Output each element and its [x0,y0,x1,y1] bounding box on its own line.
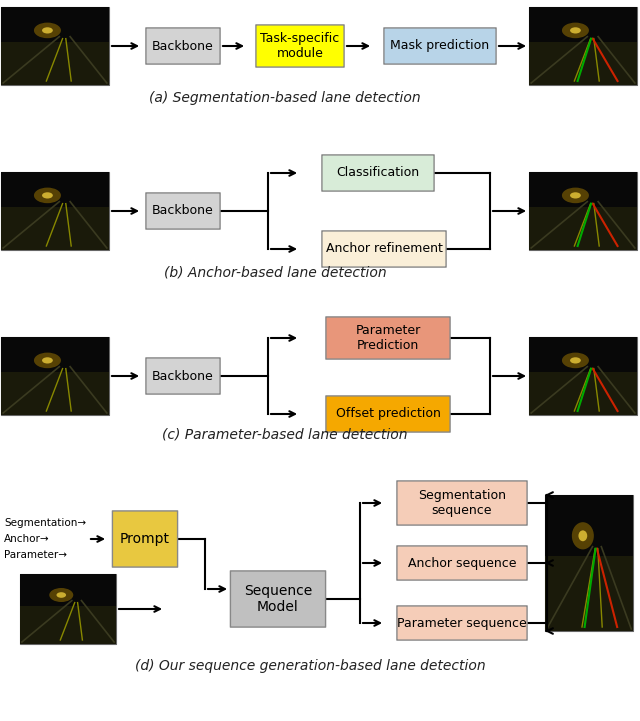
Text: Parameter→: Parameter→ [4,550,67,560]
Text: (d) Our sequence generation-based lane detection: (d) Our sequence generation-based lane d… [134,659,485,673]
FancyBboxPatch shape [326,396,450,432]
Ellipse shape [579,531,588,541]
FancyBboxPatch shape [397,606,527,640]
FancyBboxPatch shape [397,481,527,525]
FancyBboxPatch shape [529,7,637,85]
Text: Backbone: Backbone [152,369,214,383]
FancyBboxPatch shape [322,231,446,267]
FancyBboxPatch shape [529,337,637,415]
Text: Sequence
Model: Sequence Model [244,584,312,614]
Text: Segmentation→: Segmentation→ [4,518,86,528]
Text: Anchor→: Anchor→ [4,534,50,544]
Ellipse shape [570,193,581,198]
FancyBboxPatch shape [1,7,109,46]
Text: (b) Anchor-based lane detection: (b) Anchor-based lane detection [164,266,387,280]
Text: Offset prediction: Offset prediction [335,407,440,420]
FancyBboxPatch shape [230,571,326,627]
Text: Mask prediction: Mask prediction [390,40,490,53]
Ellipse shape [570,27,581,33]
Text: Classification: Classification [337,167,420,180]
FancyBboxPatch shape [146,193,220,229]
FancyBboxPatch shape [529,172,637,250]
FancyBboxPatch shape [545,495,633,631]
Text: Task-specific
module: Task-specific module [260,32,340,60]
FancyBboxPatch shape [1,7,109,85]
FancyBboxPatch shape [20,606,116,644]
FancyBboxPatch shape [1,172,109,211]
Ellipse shape [42,358,53,363]
Ellipse shape [34,353,61,368]
Text: Backbone: Backbone [152,40,214,53]
Text: Backbone: Backbone [152,205,214,218]
FancyBboxPatch shape [529,372,637,415]
Text: (c) Parameter-based lane detection: (c) Parameter-based lane detection [163,427,408,441]
Ellipse shape [572,522,594,549]
Text: Parameter sequence: Parameter sequence [397,616,527,629]
Ellipse shape [56,592,66,598]
FancyBboxPatch shape [1,207,109,250]
FancyBboxPatch shape [1,42,109,85]
FancyBboxPatch shape [326,317,450,359]
Ellipse shape [34,187,61,203]
FancyBboxPatch shape [397,546,527,580]
Ellipse shape [42,193,53,198]
Ellipse shape [562,22,589,38]
Text: (a) Segmentation-based lane detection: (a) Segmentation-based lane detection [149,91,421,105]
Ellipse shape [49,588,73,602]
FancyBboxPatch shape [529,207,637,250]
FancyBboxPatch shape [20,574,116,609]
Ellipse shape [42,27,53,33]
Text: Segmentation
sequence: Segmentation sequence [418,489,506,517]
FancyBboxPatch shape [545,495,633,563]
FancyBboxPatch shape [113,511,177,567]
FancyBboxPatch shape [529,42,637,85]
Text: Parameter
Prediction: Parameter Prediction [355,324,420,352]
FancyBboxPatch shape [545,556,633,631]
Text: Anchor sequence: Anchor sequence [408,557,516,570]
FancyBboxPatch shape [256,25,344,67]
FancyBboxPatch shape [1,172,109,250]
Ellipse shape [562,353,589,368]
FancyBboxPatch shape [529,172,637,211]
Ellipse shape [570,358,581,363]
FancyBboxPatch shape [529,337,637,376]
Ellipse shape [34,22,61,38]
FancyBboxPatch shape [529,7,637,46]
FancyBboxPatch shape [384,28,496,64]
FancyBboxPatch shape [322,155,434,191]
FancyBboxPatch shape [146,28,220,64]
FancyBboxPatch shape [20,574,116,644]
FancyBboxPatch shape [1,372,109,415]
FancyBboxPatch shape [146,358,220,394]
FancyBboxPatch shape [1,337,109,415]
Text: Anchor refinement: Anchor refinement [326,242,442,255]
Ellipse shape [562,187,589,203]
Text: Prompt: Prompt [120,532,170,546]
FancyBboxPatch shape [1,337,109,376]
